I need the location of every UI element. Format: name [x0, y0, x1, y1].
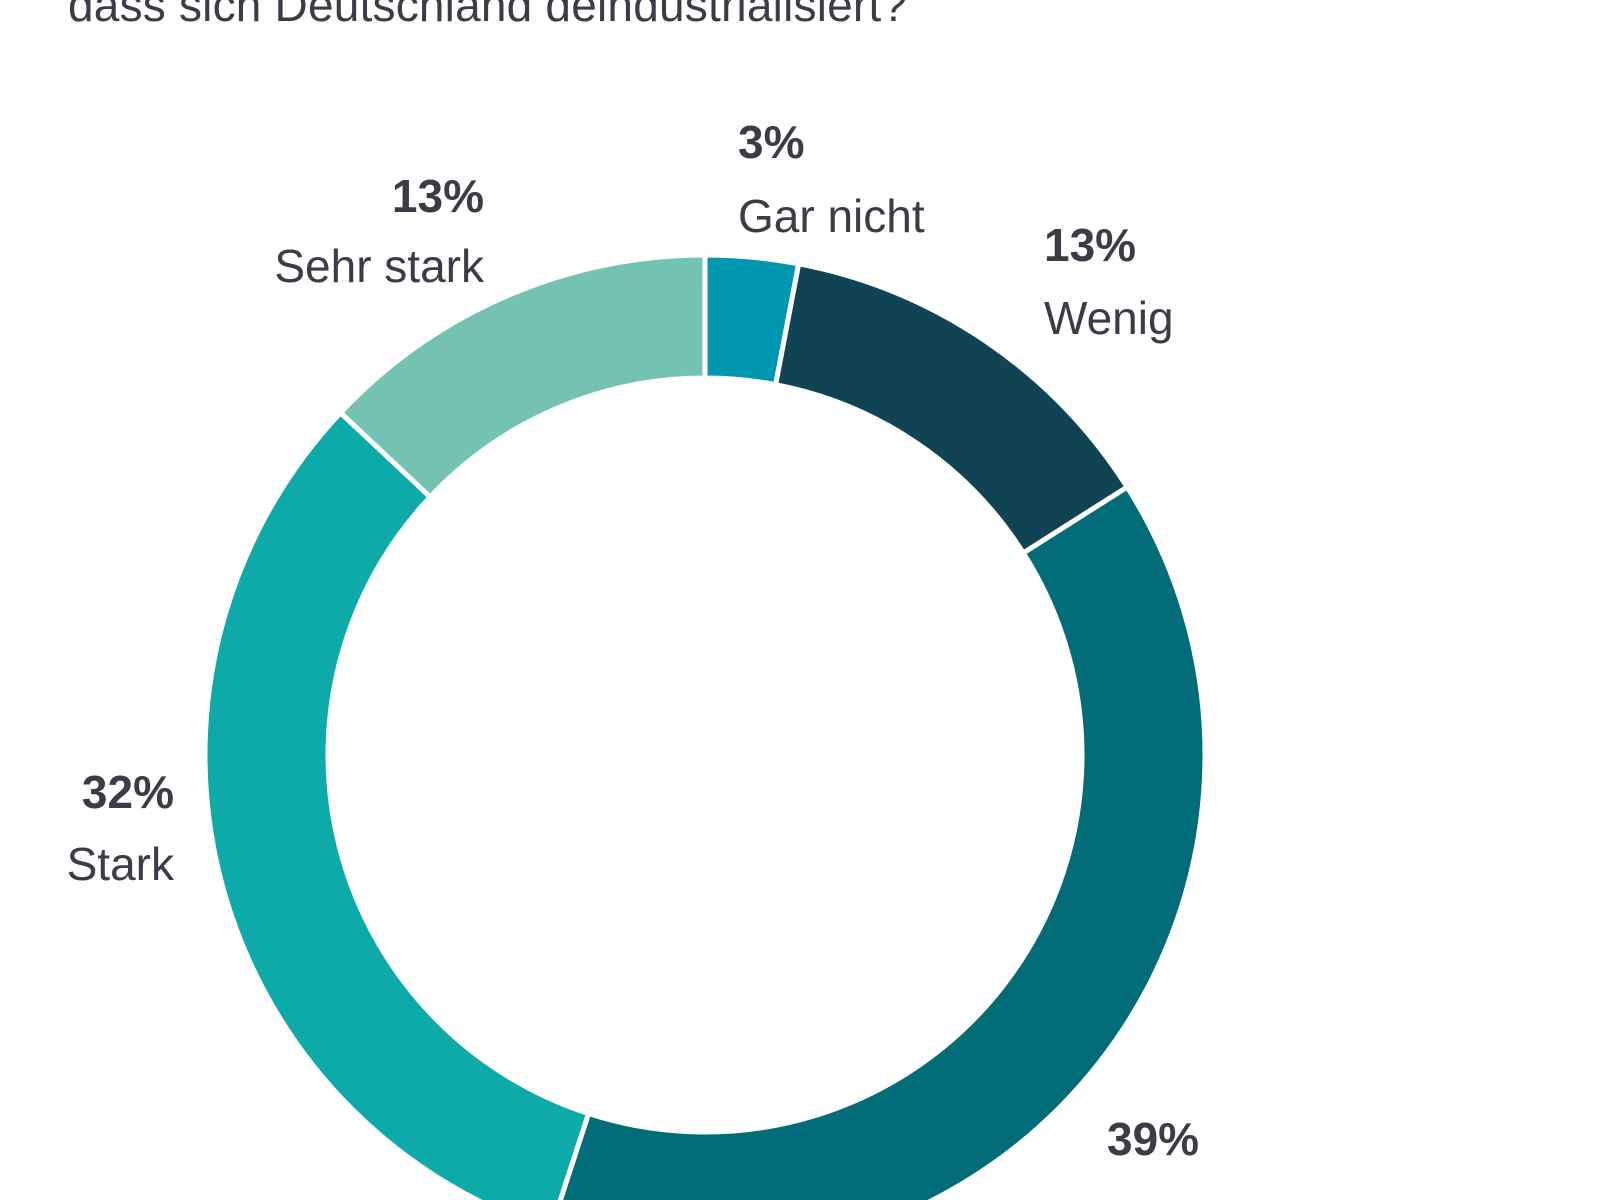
donut-slice-weniger-stark [557, 483, 1208, 1200]
pct-label-gar-nicht: 3% [738, 116, 804, 168]
category-label-wenig: Wenig [1044, 292, 1174, 344]
pct-label-sehr-stark: 13% [392, 170, 484, 222]
category-label-stark: Stark [67, 838, 175, 890]
category-label-sehr-stark: Sehr stark [274, 240, 485, 292]
pct-label-stark: 32% [82, 766, 174, 818]
chart-title: dass sich Deutschland deindustrialisiert… [68, 0, 908, 31]
pct-label-weniger-stark: 39% [1107, 1113, 1199, 1165]
category-label-gar-nicht: Gar nicht [738, 190, 925, 242]
donut-slice-sehr-stark [336, 252, 708, 501]
donut-slice-stark [202, 409, 592, 1200]
donut-slices [202, 252, 1208, 1200]
pct-label-wenig: 13% [1044, 219, 1136, 271]
